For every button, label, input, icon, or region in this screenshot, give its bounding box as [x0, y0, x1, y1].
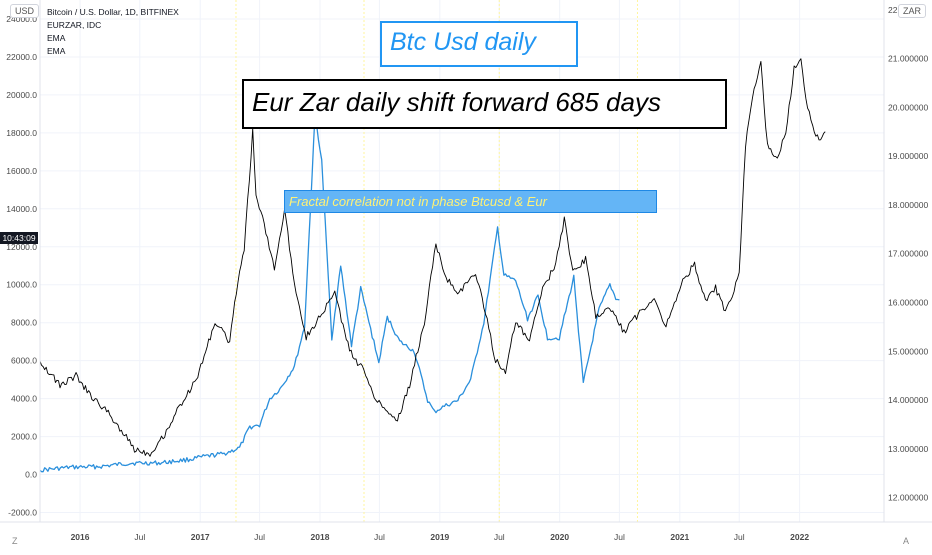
- left-tick-label: 22000.0: [6, 52, 37, 62]
- legend-item-ema-1[interactable]: EMA: [47, 33, 66, 43]
- x-tick-label: Jul: [614, 532, 625, 542]
- subtitle-annotation[interactable]: Eur Zar daily shift forward 685 days: [242, 79, 727, 129]
- crosshair-time-badge: 10:43:09: [0, 232, 38, 244]
- x-tick-label: Jul: [254, 532, 265, 542]
- left-tick-label: 8000.0: [11, 318, 37, 328]
- legend-item-ema-2[interactable]: EMA: [47, 46, 66, 56]
- right-tick-label: 15.000000: [888, 346, 928, 356]
- left-tick-label: 10000.0: [6, 280, 37, 290]
- right-tick-label: 21.000000: [888, 54, 928, 64]
- right-tick-label: 16.000000: [888, 297, 928, 307]
- left-tick-label: -2000.0: [8, 508, 37, 518]
- left-unit-button[interactable]: USD: [10, 4, 40, 18]
- note-annotation-text: Fractal correlation not in phase Btcusd …: [289, 194, 547, 209]
- timezone-z-button[interactable]: Z: [12, 536, 18, 546]
- x-tick-label: Jul: [734, 532, 745, 542]
- x-tick-label: 2020: [550, 532, 569, 542]
- series-layer: [39, 58, 826, 473]
- auto-scale-button[interactable]: A: [903, 536, 910, 546]
- x-tick-label: Jul: [494, 532, 505, 542]
- left-tick-label: 24000.0: [6, 14, 37, 24]
- legend-item-eurzar[interactable]: EURZAR, IDC: [47, 20, 102, 30]
- left-tick-label: 14000.0: [6, 204, 37, 214]
- legend-item-btcusd[interactable]: Bitcoin / U.S. Dollar, 1D, BITFINEX: [47, 7, 179, 17]
- right-tick-label: 22.0: [888, 5, 905, 15]
- series-line-eurzar: [39, 58, 826, 457]
- subtitle-annotation-text: Eur Zar daily shift forward 685 days: [252, 87, 661, 117]
- vertical-markers: [235, 0, 638, 522]
- left-tick-label: 20000.0: [6, 90, 37, 100]
- right-tick-label: 14.000000: [888, 395, 928, 405]
- title-annotation[interactable]: Btc Usd daily: [380, 21, 578, 67]
- left-tick-label: 18000.0: [6, 128, 37, 138]
- x-tick-label: Jul: [134, 532, 145, 542]
- axis-layer: -2000.0 0.0 2000.0 4000.0 6000.0 8000.0 10000.…: [0, 0, 932, 542]
- x-tick-label: 2017: [191, 532, 210, 542]
- note-annotation[interactable]: Fractal correlation not in phase Btcusd …: [284, 190, 657, 213]
- left-tick-label: 6000.0: [11, 356, 37, 366]
- left-tick-label: 0.0: [25, 470, 37, 480]
- right-tick-label: 18.000000: [888, 200, 928, 210]
- right-tick-label: 17.000000: [888, 249, 928, 259]
- left-tick-label: 4000.0: [11, 394, 37, 404]
- right-tick-label: 19.000000: [888, 151, 928, 161]
- left-tick-label: 12000.0: [6, 242, 37, 252]
- right-unit-button[interactable]: ZAR: [898, 4, 926, 18]
- left-tick-label: 16000.0: [6, 166, 37, 176]
- x-tick-label: 2019: [430, 532, 449, 542]
- right-tick-label: 13.000000: [888, 444, 928, 454]
- x-tick-label: Jul: [374, 532, 385, 542]
- right-tick-label: 20.000000: [888, 102, 928, 112]
- x-tick-label: 2018: [311, 532, 330, 542]
- left-tick-label: 2000.0: [11, 432, 37, 442]
- x-tick-label: 2021: [670, 532, 689, 542]
- title-annotation-text: Btc Usd daily: [390, 28, 536, 56]
- right-tick-label: 12.000000: [888, 493, 928, 503]
- x-tick-label: 2022: [790, 532, 809, 542]
- series-line-btcusd: [39, 112, 620, 473]
- x-tick-label: 2016: [71, 532, 90, 542]
